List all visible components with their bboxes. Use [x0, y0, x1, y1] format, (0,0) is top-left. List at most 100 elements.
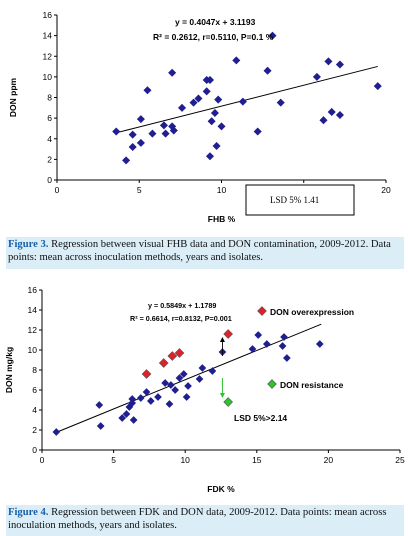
data-point — [254, 331, 263, 339]
data-point — [169, 126, 178, 135]
data-point — [182, 393, 191, 401]
x-tick-label: 5 — [137, 185, 142, 195]
y-tick-label: 14 — [28, 305, 38, 315]
data-point — [335, 111, 344, 120]
y-tick-label: 14 — [43, 31, 53, 41]
y-tick-label: 10 — [28, 345, 38, 355]
data-point — [238, 97, 247, 106]
chart-fdk-don-plot: 0 2 4 6 8 10 12 14 16 0 5 10 15 20 25 FDK % DON mg/kg y =… — [4, 285, 405, 494]
figure-4-text: Regression between FDK and DON data, 200… — [8, 507, 387, 531]
chart-fdk-don: 0 2 4 6 8 10 12 14 16 0 5 10 15 20 25 FDK % DON mg/kg y =… — [0, 278, 408, 498]
data-point — [268, 31, 277, 40]
data-point — [217, 122, 226, 131]
figure-3-text: Regression between visual FHB data and D… — [8, 239, 391, 263]
data-point — [161, 129, 170, 138]
data-point — [212, 141, 221, 150]
data-point — [189, 98, 198, 107]
data-point — [161, 379, 169, 387]
x-tick-label: 10 — [217, 185, 227, 195]
x-tick-label: 20 — [381, 185, 391, 195]
data-point — [142, 388, 151, 396]
data-point — [136, 115, 145, 124]
data-point — [165, 400, 174, 408]
regression-equation: y = 0.4047x + 3.1193 — [175, 17, 256, 27]
data-point — [122, 410, 131, 418]
data-point — [168, 68, 177, 77]
data-point — [143, 86, 152, 95]
data-point — [205, 75, 215, 84]
data-point — [95, 401, 104, 409]
y-tick-label: 2 — [47, 154, 52, 164]
figure-3-label: Figure 3. — [8, 239, 49, 250]
resistance-legend-icon — [267, 379, 277, 389]
data-point — [136, 394, 145, 402]
data-point — [147, 397, 155, 405]
regression-stats: R² = 0.2612, r=0.5110, P=0.1 % — [153, 32, 274, 42]
x-axis-label: FHB % — [208, 214, 236, 224]
data-point — [195, 375, 204, 383]
data-point — [171, 386, 180, 394]
x-tick-label: 0 — [55, 185, 60, 195]
y-axis-label: DON mg/kg — [4, 347, 14, 393]
y-tick-label: 0 — [32, 445, 37, 455]
regression-stats: R² = 0.6614, r=0.8132, P=0.001 — [130, 314, 232, 323]
data-point — [335, 60, 344, 69]
y-axis-label: DON ppm — [8, 77, 18, 117]
data-point — [128, 399, 137, 407]
data-point — [278, 342, 287, 350]
up-arrow-head — [219, 337, 225, 342]
data-point — [324, 57, 333, 66]
trendline — [116, 65, 378, 134]
data-point — [232, 56, 241, 65]
data-point — [159, 121, 168, 130]
data-point — [128, 130, 137, 139]
data-point — [167, 381, 175, 389]
data-point — [262, 340, 271, 348]
y-tick-label: 16 — [43, 10, 53, 20]
data-point — [194, 94, 203, 103]
x-tick-label: 5 — [111, 455, 116, 465]
trendline — [56, 323, 322, 433]
lsd-label: LSD 5% 1.41 — [270, 195, 319, 205]
data-point — [208, 367, 217, 375]
data-point — [263, 66, 272, 75]
y-tick-label: 4 — [32, 405, 37, 415]
data-point — [52, 428, 61, 436]
data-point — [179, 370, 188, 378]
data-point — [136, 138, 145, 147]
resistance-legend-label: DON resistance — [280, 380, 344, 390]
y-tick-label: 6 — [32, 385, 37, 395]
lsd-label: LSD 5%>2.14 — [234, 413, 287, 423]
overexpression-point — [158, 358, 169, 368]
data-point — [315, 340, 324, 348]
data-point — [118, 414, 127, 422]
y-tick-label: 8 — [32, 365, 37, 375]
y-tick-label: 0 — [47, 175, 52, 185]
data-point — [312, 72, 321, 81]
figure-3-caption: Figure 3. Regression between visual FHB … — [6, 237, 404, 269]
data-point — [276, 98, 285, 107]
y-tick-label: 12 — [43, 51, 53, 61]
data-point — [128, 142, 137, 152]
data-point — [205, 152, 215, 161]
x-tick-label: 20 — [324, 455, 334, 465]
y-tick-label: 8 — [47, 93, 52, 103]
data-point — [253, 127, 262, 136]
resistance-point — [223, 397, 233, 407]
data-point — [96, 422, 105, 430]
y-tick-label: 4 — [47, 134, 52, 144]
data-point — [154, 393, 162, 401]
data-point — [177, 103, 187, 112]
data-point — [210, 108, 219, 117]
overexpression-point — [223, 329, 233, 339]
data-point — [184, 382, 192, 390]
data-point — [373, 82, 382, 91]
data-point — [214, 95, 223, 104]
y-tick-label: 6 — [47, 113, 52, 123]
data-point — [198, 364, 207, 372]
x-axis-label: FDK % — [207, 484, 235, 494]
x-tick-label: 25 — [395, 455, 405, 465]
x-tick-label: 10 — [180, 455, 190, 465]
overexpression-point — [174, 348, 185, 358]
